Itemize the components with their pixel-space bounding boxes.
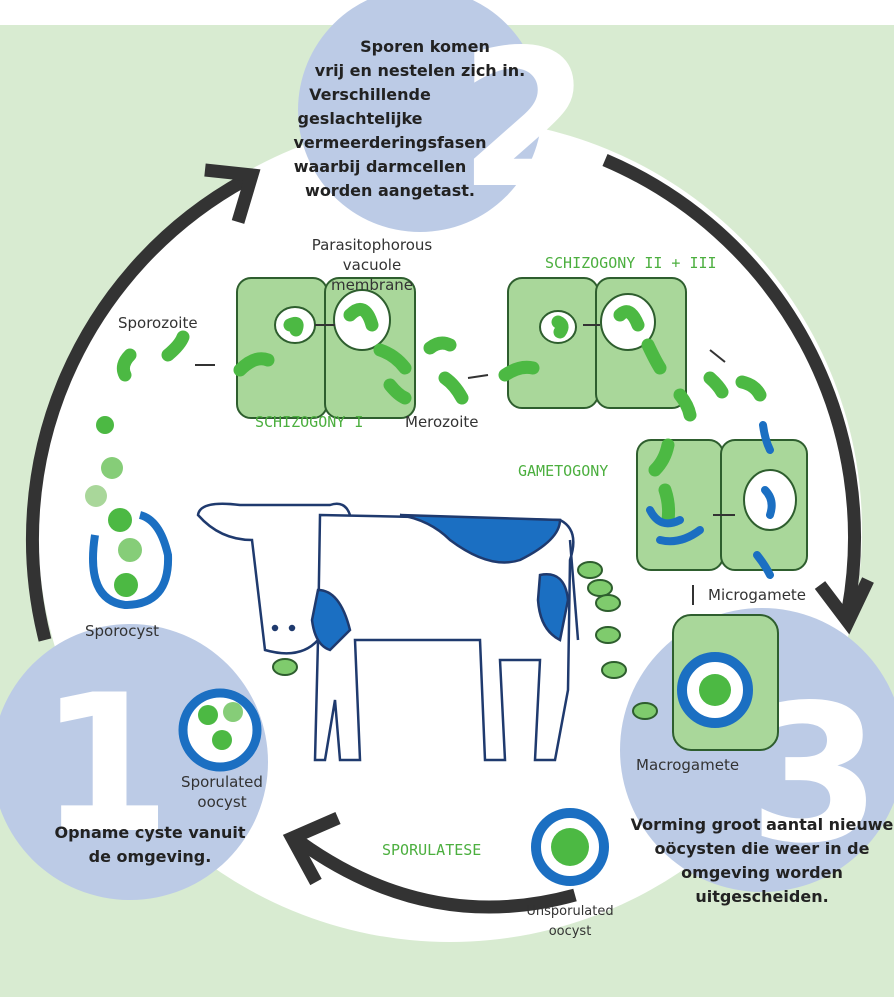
text-line: uitgescheiden. [695, 887, 828, 906]
label: Sporozoite [118, 314, 198, 332]
sporulated-oocyst [183, 693, 257, 767]
label: Macrogamete [636, 756, 739, 774]
text-line: Vorming groot aantal nieuwe [631, 815, 894, 834]
label: oocyst [549, 924, 592, 939]
oocyst-core [551, 828, 589, 866]
text-line: Sporen komen [360, 37, 490, 56]
text-line: worden aangetast. [305, 181, 475, 200]
text-line: oöcysten die weer in de [655, 839, 870, 858]
page: {"steps": [ {"number": "1", "lines": ["O… [0, 0, 894, 997]
label: SCHIZOGONY II + III [545, 254, 717, 272]
text-line: vrij en nestelen zich in. [315, 61, 525, 80]
label: Merozoite [405, 413, 479, 431]
label: membrane [331, 276, 413, 294]
text-line: vermeerderingsfasen [293, 133, 486, 152]
label: Sporulated [181, 773, 263, 791]
label: Microgamete [708, 586, 806, 604]
label: oocyst [197, 793, 246, 811]
label: Parasitophorous [312, 236, 433, 254]
text-line: waarbij darmcellen [294, 157, 467, 176]
label: Unsporulated [526, 904, 613, 919]
label: GAMETOGONY [518, 462, 608, 480]
text-line: Opname cyste vanuit [55, 823, 246, 842]
text-line: Verschillende [309, 85, 431, 104]
diagram: 2 1 3 Sporen komen vrij en nestelen zich… [0, 0, 894, 997]
text-line: de omgeving. [89, 847, 212, 866]
label: SCHIZOGONY I [255, 413, 363, 431]
label: SPORULATESE [382, 841, 481, 859]
label: vacuole [343, 256, 401, 274]
label: Sporocyst [85, 622, 159, 640]
macrogamete-core [699, 674, 731, 706]
text-line: geslachtelijke [298, 109, 423, 128]
text-line: omgeving worden [681, 863, 843, 882]
